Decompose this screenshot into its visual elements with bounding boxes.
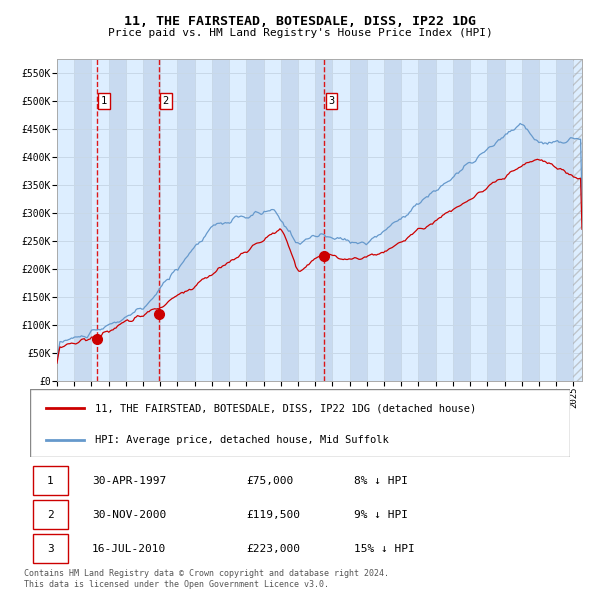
Bar	[487, 59, 505, 381]
Text: 3: 3	[47, 544, 54, 554]
Bar	[367, 59, 384, 381]
FancyBboxPatch shape	[33, 500, 68, 529]
Text: 30-NOV-2000: 30-NOV-2000	[92, 510, 166, 520]
Bar	[229, 59, 247, 381]
Bar	[401, 59, 418, 381]
Text: 2: 2	[47, 510, 54, 520]
Bar	[539, 59, 556, 381]
Bar	[178, 59, 195, 381]
Bar	[126, 59, 143, 381]
Bar	[522, 59, 539, 381]
FancyBboxPatch shape	[30, 389, 570, 457]
Text: 3: 3	[328, 96, 335, 106]
Text: Price paid vs. HM Land Registry's House Price Index (HPI): Price paid vs. HM Land Registry's House …	[107, 28, 493, 38]
Text: HPI: Average price, detached house, Mid Suffolk: HPI: Average price, detached house, Mid …	[95, 435, 389, 445]
Bar	[315, 59, 332, 381]
Bar	[384, 59, 401, 381]
Text: 11, THE FAIRSTEAD, BOTESDALE, DISS, IP22 1DG (detached house): 11, THE FAIRSTEAD, BOTESDALE, DISS, IP22…	[95, 404, 476, 414]
Text: £223,000: £223,000	[246, 544, 300, 554]
Bar	[109, 59, 126, 381]
Bar	[74, 59, 91, 381]
Text: 11, THE FAIRSTEAD, BOTESDALE, DISS, IP22 1DG: 11, THE FAIRSTEAD, BOTESDALE, DISS, IP22…	[124, 15, 476, 28]
Bar	[263, 59, 281, 381]
Text: 15% ↓ HPI: 15% ↓ HPI	[354, 544, 415, 554]
Text: £119,500: £119,500	[246, 510, 300, 520]
Text: 1: 1	[101, 96, 107, 106]
Text: Contains HM Land Registry data © Crown copyright and database right 2024.: Contains HM Land Registry data © Crown c…	[24, 569, 389, 578]
Text: £75,000: £75,000	[246, 476, 293, 486]
Bar	[436, 59, 453, 381]
Bar	[350, 59, 367, 381]
Text: 30-APR-1997: 30-APR-1997	[92, 476, 166, 486]
FancyBboxPatch shape	[33, 535, 68, 563]
Bar	[143, 59, 160, 381]
Bar	[160, 59, 178, 381]
FancyBboxPatch shape	[33, 466, 68, 495]
Bar	[247, 59, 263, 381]
Bar	[418, 59, 436, 381]
Bar	[212, 59, 229, 381]
Bar	[281, 59, 298, 381]
Bar	[453, 59, 470, 381]
Text: 1: 1	[47, 476, 54, 486]
Text: 8% ↓ HPI: 8% ↓ HPI	[354, 476, 408, 486]
Bar	[505, 59, 522, 381]
Text: 2: 2	[163, 96, 169, 106]
Bar	[470, 59, 487, 381]
Bar	[574, 59, 582, 381]
Bar	[195, 59, 212, 381]
Bar	[574, 59, 582, 381]
Bar	[298, 59, 315, 381]
Text: 9% ↓ HPI: 9% ↓ HPI	[354, 510, 408, 520]
Bar	[91, 59, 109, 381]
Text: 16-JUL-2010: 16-JUL-2010	[92, 544, 166, 554]
Text: This data is licensed under the Open Government Licence v3.0.: This data is licensed under the Open Gov…	[24, 579, 329, 589]
Bar	[332, 59, 350, 381]
Bar	[57, 59, 74, 381]
Bar	[556, 59, 574, 381]
